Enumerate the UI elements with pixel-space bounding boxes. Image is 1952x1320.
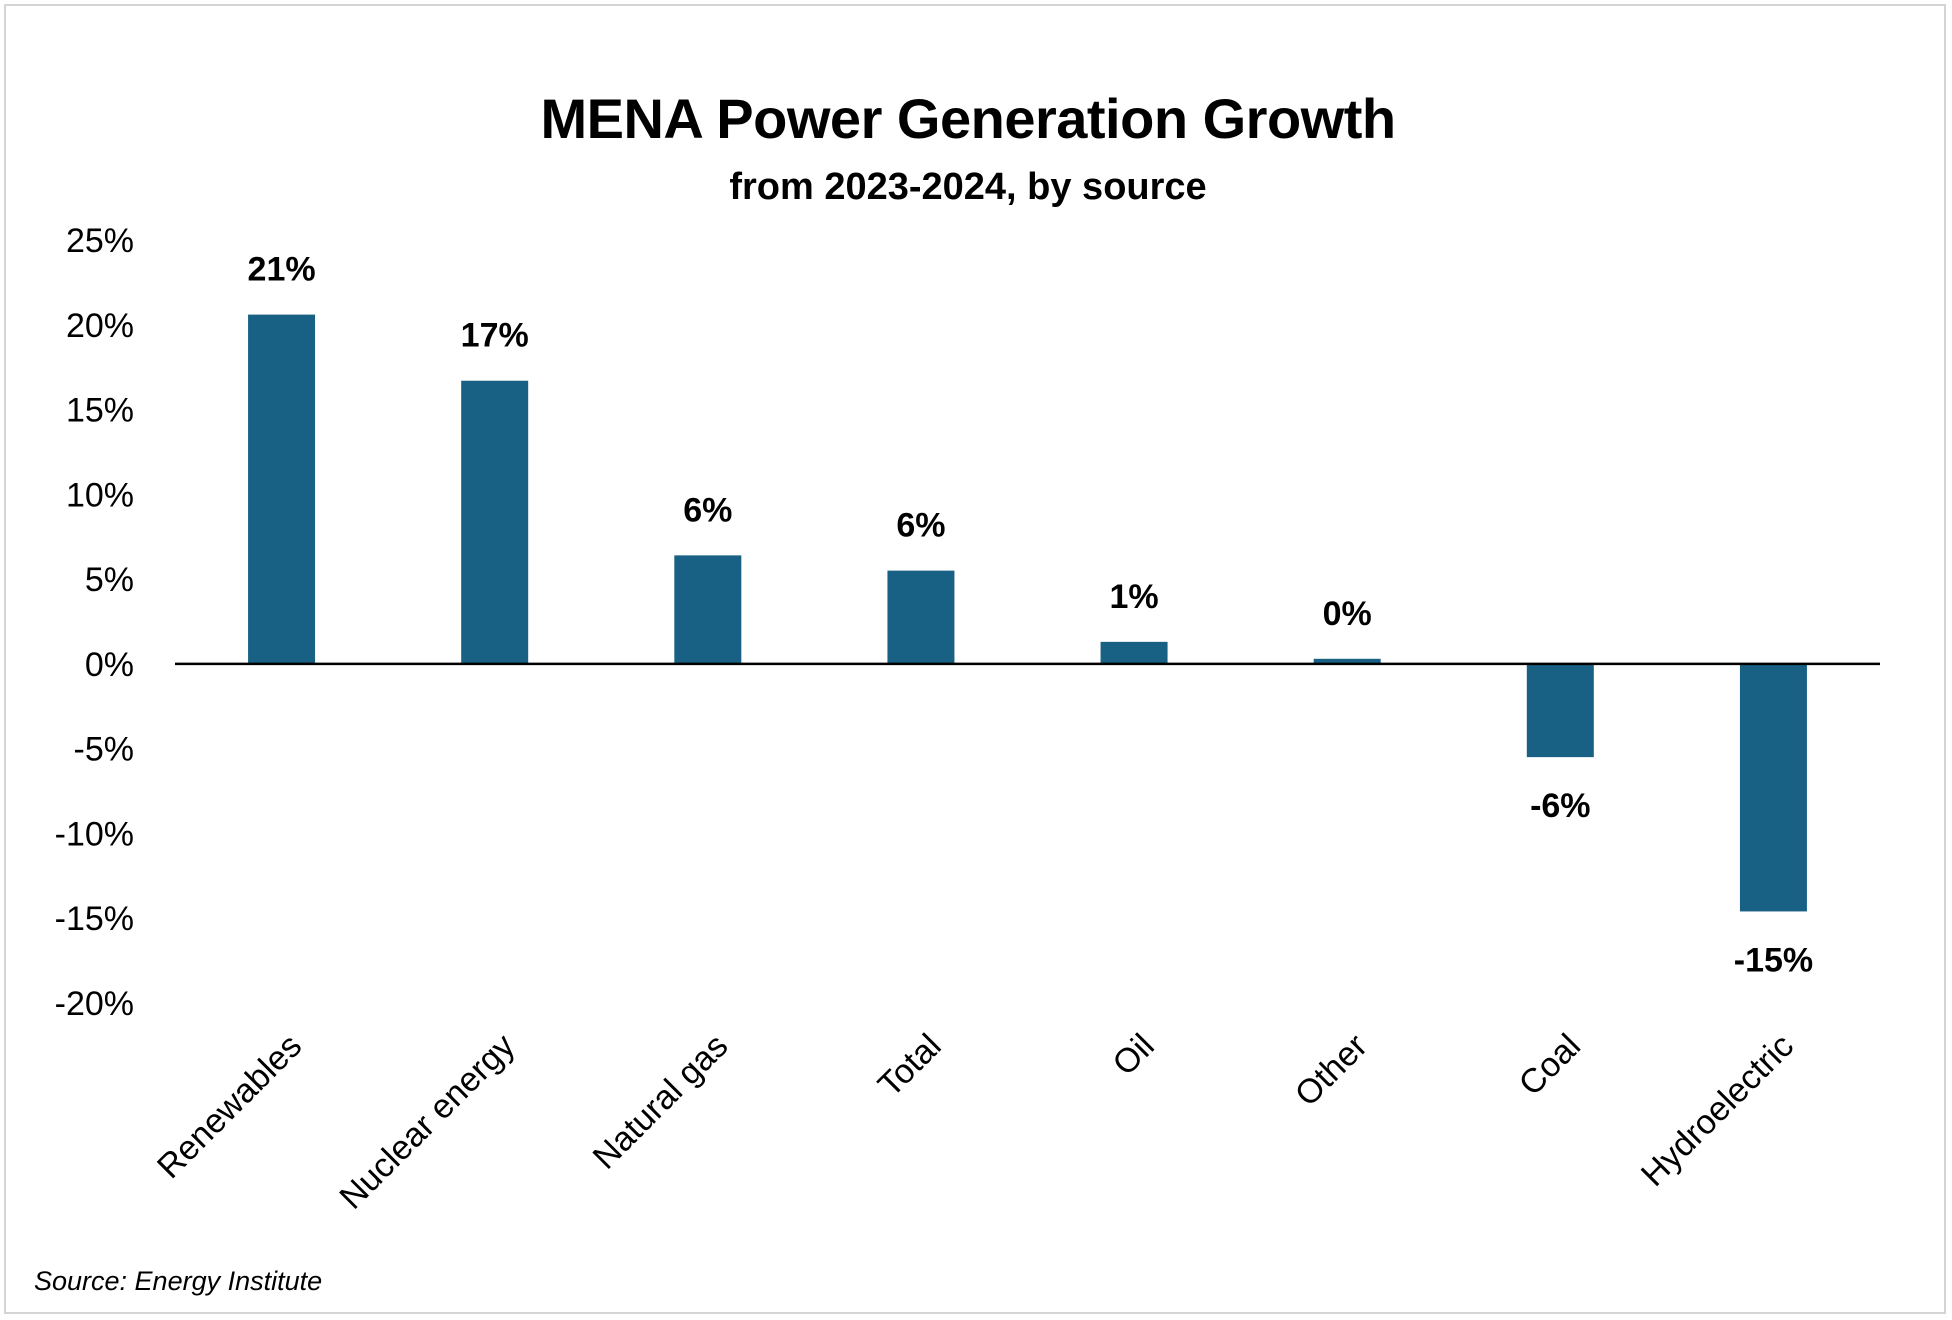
y-tick-label: -20% — [55, 985, 134, 1023]
category-label: Coal — [1512, 1027, 1588, 1103]
bars — [248, 314, 1807, 912]
y-tick-label: 0% — [85, 646, 134, 684]
data-label: -15% — [1734, 941, 1813, 979]
y-tick-label: -15% — [55, 900, 134, 938]
category-label: Nuclear energy — [332, 1027, 522, 1217]
category-label: Total — [871, 1027, 949, 1105]
data-labels: 21% 17% 6% 6% 1% 0% -6% -15% — [248, 251, 1814, 980]
category-label: Renewables — [150, 1027, 309, 1186]
y-tick-label: 25% — [66, 222, 134, 260]
bar-natural-gas — [674, 555, 742, 664]
bar-hydroelectric — [1739, 663, 1807, 912]
source-note: Source: Energy Institute — [34, 1266, 322, 1296]
category-label: Oil — [1105, 1027, 1161, 1083]
data-label: 17% — [461, 317, 529, 355]
y-axis-ticks: 25% 20% 15% 10% 5% 0% -5% -10% -15% -20% — [55, 222, 134, 1023]
y-tick-label: -10% — [55, 815, 134, 853]
y-tick-label: 15% — [66, 392, 134, 430]
data-label: 6% — [683, 491, 732, 529]
y-tick-label: 20% — [66, 307, 134, 345]
chart-frame — [4, 4, 1946, 1314]
category-label: Other — [1288, 1027, 1375, 1114]
y-tick-label: 10% — [66, 476, 134, 514]
data-label: -6% — [1530, 787, 1590, 825]
bar-coal — [1526, 663, 1594, 758]
chart-title: MENA Power Generation Growth — [540, 87, 1395, 150]
bar-renewables — [248, 314, 316, 664]
data-label: 21% — [248, 251, 316, 289]
category-labels: Renewables Nuclear energy Natural gas Total… — [150, 1027, 1801, 1217]
bar-nuclear-energy — [461, 380, 529, 664]
y-tick-label: 5% — [85, 561, 134, 599]
data-label: 6% — [896, 507, 945, 545]
bar-other — [1313, 658, 1381, 664]
category-label: Hydroelectric — [1634, 1027, 1801, 1194]
y-tick-label: -5% — [74, 731, 134, 769]
data-label: 0% — [1323, 595, 1372, 633]
data-label: 1% — [1109, 578, 1158, 616]
category-label: Natural gas — [586, 1027, 736, 1177]
bar-oil — [1100, 641, 1168, 664]
chart-subtitle: from 2023-2024, by source — [729, 166, 1206, 208]
bar-total — [887, 570, 955, 664]
